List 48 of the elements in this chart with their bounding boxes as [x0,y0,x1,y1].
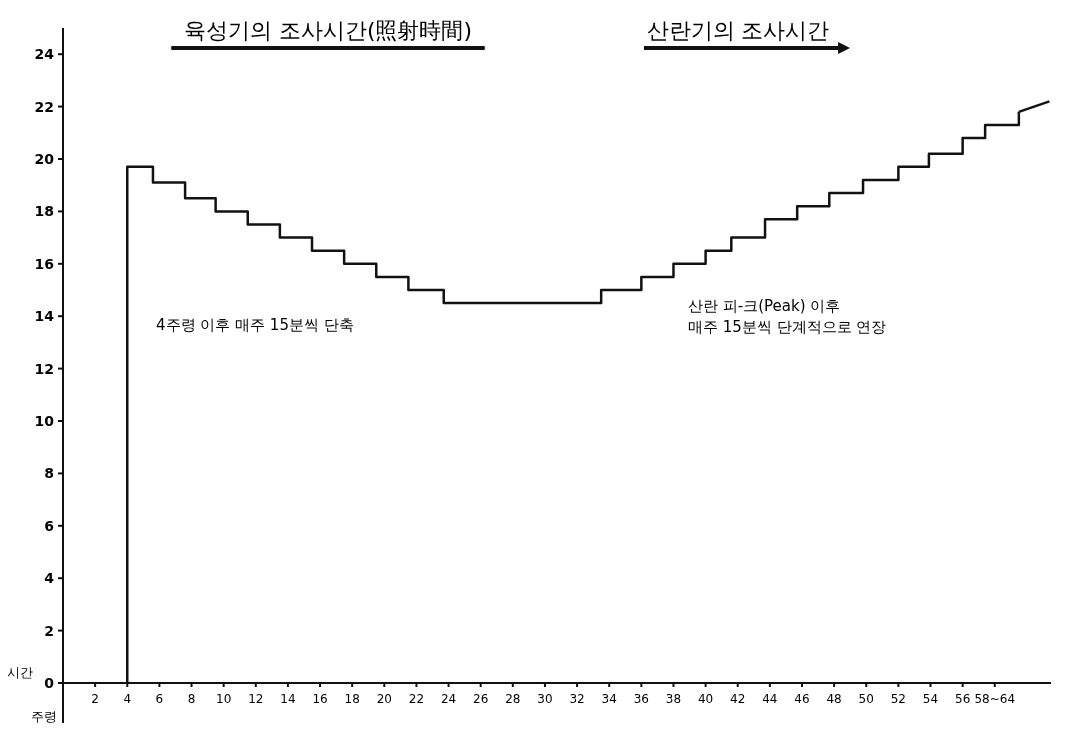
y-tick-label: 6 [44,517,54,534]
y-tick-label: 0 [44,675,55,691]
x-tick-label: 10 [216,692,232,706]
x-tick-label: 2 [91,692,99,706]
x-tick-label: 18 [344,692,360,706]
y-tick-label: 24 [34,46,55,63]
y-tick-label: 22 [34,98,54,115]
x-tick-label: 6 [155,692,164,706]
x-tick-label: 46 [794,692,810,706]
x-tick-label: 30 [537,692,553,706]
x-tick-label: 58~64 [974,692,1016,706]
x-tick-label: 4 [123,692,132,706]
x-tick-label: 38 [665,692,682,706]
x-tick-label: 12 [248,692,264,706]
x-tick-label: 52 [890,692,907,706]
y-tick-label: 16 [34,255,54,272]
annotation: 육성기의 조사시간(照射時間) [183,18,473,43]
annotation: 산란기의 조사시간 [646,18,830,43]
y-axis-title: 시간 [7,665,33,680]
y-tick-label: 20 [34,151,55,167]
y-tick-label: 8 [44,465,54,482]
annotation: 산란 피-크(Peak) 이후 매주 15분씩 단계적으로 연장 [688,297,887,336]
x-tick-label: 44 [762,692,778,706]
x-axis-title: 주령 [31,709,57,724]
y-tick-label: 18 [34,203,54,220]
y-tick-label: 4 [44,570,55,587]
x-tick-label: 24 [440,692,457,706]
x-tick-label: 40 [697,692,714,706]
x-tick-label: 50 [858,692,874,706]
x-tick-label: 34 [601,692,617,706]
y-tick-label: 2 [44,622,54,639]
x-tick-label: 56 [955,692,971,706]
x-tick-label: 22 [408,692,425,706]
x-tick-label: 16 [312,692,328,706]
x-tick-label: 28 [505,692,521,706]
x-tick-label: 8 [187,692,196,706]
x-tick-label: 48 [826,692,842,706]
x-tick-label: 26 [473,692,489,706]
x-tick-label: 36 [633,692,649,706]
y-tick-label: 10 [34,413,55,429]
annotation: 4주령 이후 매주 15분씩 단축 [156,316,354,334]
x-tick-label: 32 [569,692,585,706]
y-tick-label: 12 [34,360,54,377]
x-tick-label: 54 [922,692,939,706]
x-tick-label: 20 [376,692,392,706]
y-tick-label: 14 [34,308,55,325]
x-tick-label: 42 [730,692,746,706]
x-tick-label: 14 [280,692,296,706]
